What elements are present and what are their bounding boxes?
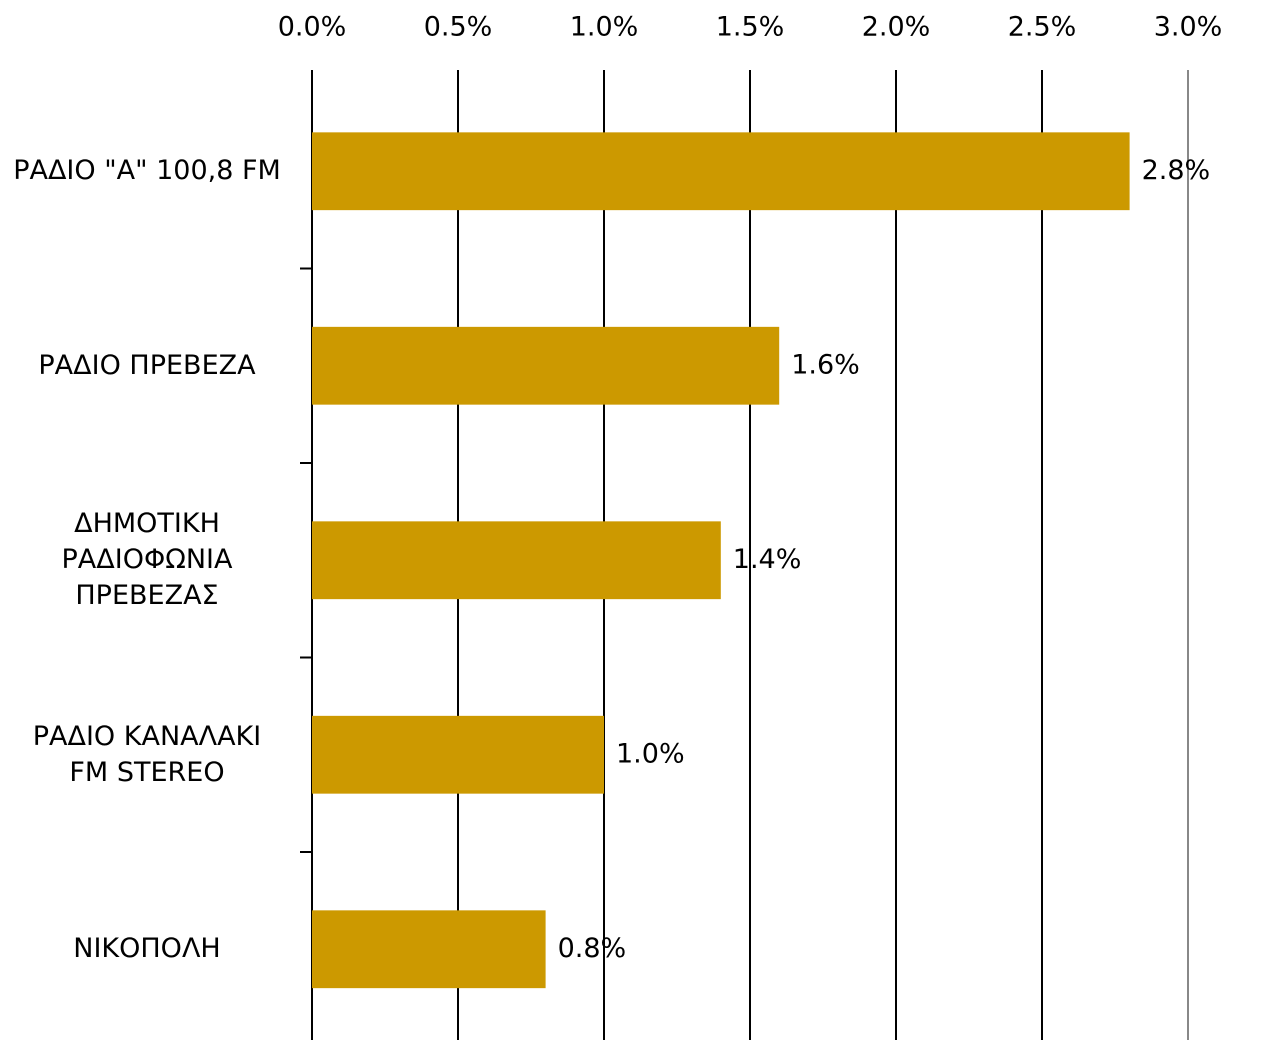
x-tick-label: 1.5%: [716, 12, 785, 43]
bar: [312, 715, 604, 794]
x-tick-label: 2.5%: [1008, 12, 1077, 43]
bar: [312, 521, 721, 600]
y-tick-label: ΡΑΔΙΟ ΠΡΕΒΕΖΑ: [38, 349, 256, 381]
y-tick-label: ΡΑΔΙΟ "Α" 100,8 FM: [13, 155, 281, 187]
x-tick-label: 0.5%: [424, 12, 493, 43]
x-tick-label: 0.0%: [278, 12, 347, 43]
data-label: 1.0%: [616, 738, 685, 769]
x-tick-label: 1.0%: [570, 12, 639, 43]
x-tick-label: 2.0%: [862, 12, 931, 43]
data-label: 2.8%: [1142, 155, 1211, 186]
data-label: 1.6%: [791, 349, 860, 380]
bar: [312, 326, 780, 405]
bar: [312, 132, 1130, 211]
y-tick-label: ΔΗΜΟΤΙΚΗ ΡΑΔΙΟΦΩΝΙΑ ΠΡΕΒΕΖΑΣ: [61, 508, 233, 612]
y-tick-label: ΡΑΔΙΟ ΚΑΝΑΛΑΚΙ FM STEREO: [32, 720, 262, 788]
bar: [312, 910, 546, 989]
data-label: 0.8%: [558, 933, 627, 964]
x-tick-label: 3.0%: [1154, 12, 1223, 43]
data-label: 1.4%: [733, 544, 802, 575]
y-tick-label: ΝΙΚΟΠΟΛΗ: [73, 933, 221, 965]
